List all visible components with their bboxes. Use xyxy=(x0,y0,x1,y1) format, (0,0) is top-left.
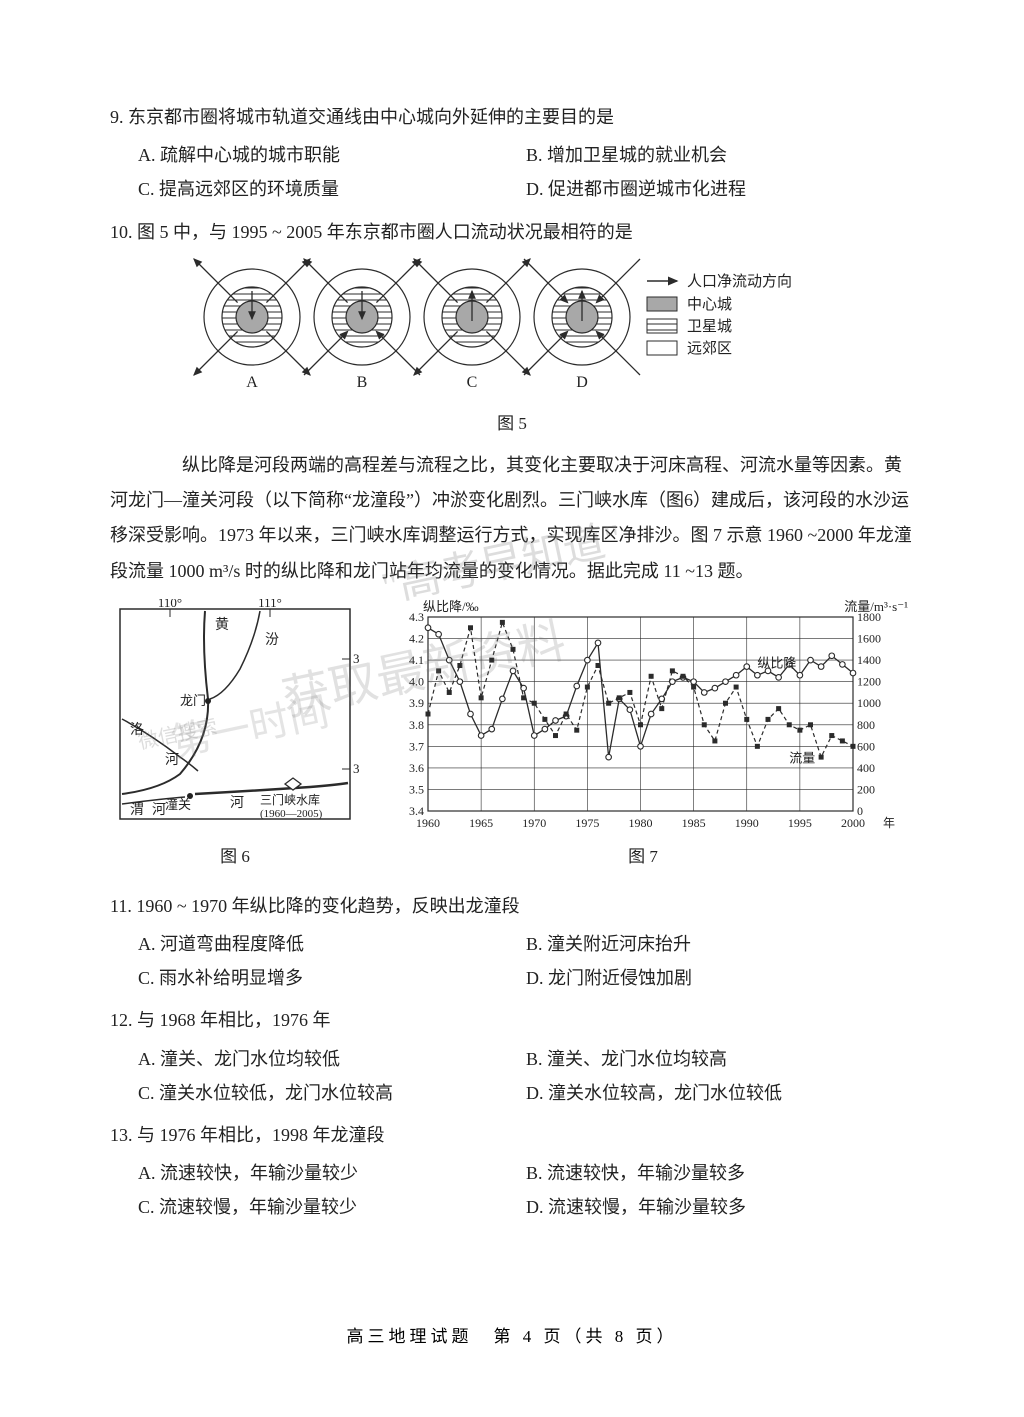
svg-text:1985: 1985 xyxy=(682,816,706,830)
svg-text:微信搜索: 微信搜索 xyxy=(136,714,219,753)
figure-6-svg: 110°111°36°35°黄汾洛河河渭河龙门潼关三门峡水库(1960—2005… xyxy=(110,599,360,839)
svg-text:36°: 36° xyxy=(353,651,360,666)
svg-text:D: D xyxy=(576,374,588,391)
svg-text:110°: 110° xyxy=(158,599,182,610)
svg-text:A: A xyxy=(246,374,258,391)
q11-options: A. 河道弯曲程度降低 B. 潼关附近河床抬升 C. 雨水补给明显增多 D. 龙… xyxy=(110,927,914,995)
figure-6-caption: 图 6 xyxy=(220,841,250,873)
q11-stem: 11. 1960 ~ 1970 年纵比降的变化趋势，反映出龙潼段 xyxy=(110,889,914,923)
question-13: 13. 与 1976 年相比，1998 年龙潼段 A. 流速较快，年输沙量较少 … xyxy=(110,1118,914,1225)
svg-text:800: 800 xyxy=(857,717,875,731)
figure-5-svg: A B C D 人口净流动方向中心城卫星城远郊区 xyxy=(192,255,832,395)
q11-opt-a: A. 河道弯曲程度降低 xyxy=(138,927,526,961)
svg-text:潼关: 潼关 xyxy=(165,797,191,812)
figure-7-wrap: 纵比降/‰流量/m³·s⁻¹3.43.53.63.73.83.94.04.14.… xyxy=(372,599,914,873)
svg-text:1970: 1970 xyxy=(522,816,546,830)
q11-opt-d: D. 龙门附近侵蚀加剧 xyxy=(526,961,914,995)
q13-opt-c: C. 流速较慢，年输沙量较少 xyxy=(138,1190,526,1224)
q12-opt-b: B. 潼关、龙门水位均较高 xyxy=(526,1042,914,1076)
svg-text:1000: 1000 xyxy=(857,696,881,710)
svg-text:3.8: 3.8 xyxy=(409,717,424,731)
svg-text:1995: 1995 xyxy=(788,816,812,830)
q13-stem: 13. 与 1976 年相比，1998 年龙潼段 xyxy=(110,1118,914,1152)
page-footer: 高三地理试题 第 4 页（共 8 页） xyxy=(0,1322,1024,1347)
question-10: 10. 图 5 中，与 1995 ~ 2005 年东京都市圈人口流动状况最相符的… xyxy=(110,215,914,441)
q9-opt-b: B. 增加卫星城的就业机会 xyxy=(526,138,914,172)
svg-text:汾: 汾 xyxy=(265,632,279,648)
q12-opt-a: A. 潼关、龙门水位均较低 xyxy=(138,1042,526,1076)
svg-text:三门峡水库: 三门峡水库 xyxy=(260,792,320,807)
svg-text:4.2: 4.2 xyxy=(409,631,424,645)
q13-opt-b: B. 流速较快，年输沙量较多 xyxy=(526,1156,914,1190)
svg-text:1960: 1960 xyxy=(416,816,440,830)
svg-text:1980: 1980 xyxy=(629,816,653,830)
q12-opt-c: C. 潼关水位较低，龙门水位较高 xyxy=(138,1076,526,1110)
q13-opt-d: D. 流速较慢，年输沙量较多 xyxy=(526,1190,914,1224)
q9-stem: 9. 东京都市圈将城市轨道交通线由中心城向外延伸的主要目的是 xyxy=(110,100,914,134)
svg-text:1990: 1990 xyxy=(735,816,759,830)
question-9: 9. 东京都市圈将城市轨道交通线由中心城向外延伸的主要目的是 A. 疏解中心城的… xyxy=(110,100,914,207)
svg-text:黄: 黄 xyxy=(215,616,229,633)
svg-text:纵比降/‰: 纵比降/‰ xyxy=(423,599,479,614)
svg-text:卫星城: 卫星城 xyxy=(687,318,732,335)
figure-7-caption: 图 7 xyxy=(628,841,658,873)
q11-opt-b: B. 潼关附近河床抬升 xyxy=(526,927,914,961)
figures-6-7: 110°111°36°35°黄汾洛河河渭河龙门潼关三门峡水库(1960—2005… xyxy=(110,599,914,873)
svg-text:111°: 111° xyxy=(258,599,282,610)
svg-text:1800: 1800 xyxy=(857,610,881,624)
q11-opt-c: C. 雨水补给明显增多 xyxy=(138,961,526,995)
svg-text:B: B xyxy=(357,374,368,391)
svg-text:渭: 渭 xyxy=(130,802,144,818)
svg-text:河: 河 xyxy=(230,795,244,811)
svg-text:3.9: 3.9 xyxy=(409,696,424,710)
q9-opt-c: C. 提高远郊区的环境质量 xyxy=(138,172,526,206)
svg-text:1200: 1200 xyxy=(857,674,881,688)
svg-text:3.6: 3.6 xyxy=(409,760,424,774)
svg-text:远郊区: 远郊区 xyxy=(687,340,732,357)
svg-text:年: 年 xyxy=(883,816,895,830)
question-11: 11. 1960 ~ 1970 年纵比降的变化趋势，反映出龙潼段 A. 河道弯曲… xyxy=(110,889,914,996)
q13-opt-a: A. 流速较快，年输沙量较少 xyxy=(138,1156,526,1190)
figure-6-wrap: 110°111°36°35°黄汾洛河河渭河龙门潼关三门峡水库(1960—2005… xyxy=(110,599,360,873)
q10-stem: 10. 图 5 中，与 1995 ~ 2005 年东京都市圈人口流动状况最相符的… xyxy=(110,215,914,249)
svg-text:4.1: 4.1 xyxy=(409,653,424,667)
q9-opt-d: D. 促进都市圈逆城市化进程 xyxy=(526,172,914,206)
svg-text:4.0: 4.0 xyxy=(409,674,424,688)
figure-5-caption: 图 5 xyxy=(110,408,914,440)
svg-text:1400: 1400 xyxy=(857,653,881,667)
svg-text:2000: 2000 xyxy=(841,816,865,830)
svg-text:3.5: 3.5 xyxy=(409,782,424,796)
svg-text:河: 河 xyxy=(152,802,166,818)
q9-options: A. 疏解中心城的城市职能 B. 增加卫星城的就业机会 C. 提高远郊区的环境质… xyxy=(110,138,914,206)
svg-text:1965: 1965 xyxy=(469,816,493,830)
figure-7-svg: 纵比降/‰流量/m³·s⁻¹3.43.53.63.73.83.94.04.14.… xyxy=(373,599,913,839)
figure-5: A B C D 人口净流动方向中心城卫星城远郊区 图 5 xyxy=(110,255,914,440)
svg-text:400: 400 xyxy=(857,760,875,774)
svg-text:4.3: 4.3 xyxy=(409,610,424,624)
svg-text:流量: 流量 xyxy=(789,750,815,765)
svg-text:中心城: 中心城 xyxy=(687,296,732,313)
svg-text:1600: 1600 xyxy=(857,631,881,645)
question-12: 12. 与 1968 年相比，1976 年 A. 潼关、龙门水位均较低 B. 潼… xyxy=(110,1003,914,1110)
svg-text:1975: 1975 xyxy=(575,816,599,830)
svg-text:(1960—2005): (1960—2005) xyxy=(260,808,323,820)
svg-text:河: 河 xyxy=(165,752,179,768)
q12-opt-d: D. 潼关水位较高，龙门水位较低 xyxy=(526,1076,914,1110)
passage-11-13: 纵比降是河段两端的高程差与流程之比，其变化主要取决于河床高程、河流水量等因素。黄… xyxy=(110,448,914,588)
svg-text:35°: 35° xyxy=(353,761,360,776)
svg-text:人口净流动方向: 人口净流动方向 xyxy=(687,273,792,290)
q12-stem: 12. 与 1968 年相比，1976 年 xyxy=(110,1003,914,1037)
svg-text:龙门: 龙门 xyxy=(180,693,206,708)
q12-options: A. 潼关、龙门水位均较低 B. 潼关、龙门水位均较高 C. 潼关水位较低，龙门… xyxy=(110,1042,914,1110)
svg-text:3.7: 3.7 xyxy=(409,739,424,753)
svg-text:200: 200 xyxy=(857,782,875,796)
svg-text:600: 600 xyxy=(857,739,875,753)
q13-options: A. 流速较快，年输沙量较少 B. 流速较快，年输沙量较多 C. 流速较慢，年输… xyxy=(110,1156,914,1224)
q9-opt-a: A. 疏解中心城的城市职能 xyxy=(138,138,526,172)
svg-text:纵比降: 纵比降 xyxy=(757,655,796,670)
svg-text:C: C xyxy=(467,374,478,391)
